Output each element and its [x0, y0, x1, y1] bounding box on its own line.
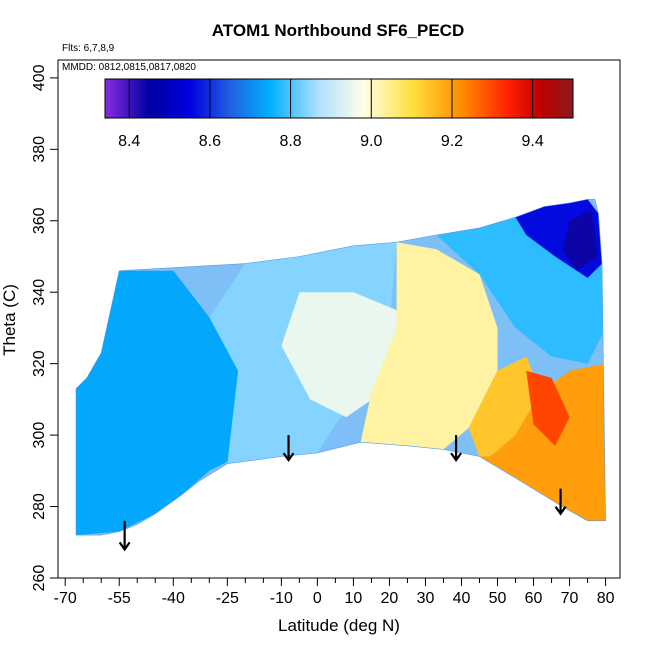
- x-tick-label: 30: [417, 590, 435, 607]
- y-tick-label: 360: [31, 207, 48, 234]
- heatmap-region: [468, 356, 541, 457]
- flight-arrow: [450, 435, 462, 463]
- y-tick-label: 380: [31, 136, 48, 163]
- x-tick-label: -40: [162, 590, 185, 607]
- heatmap-region: [562, 210, 599, 271]
- colorbar-gradient: [104, 78, 574, 119]
- x-tick-label: -70: [54, 590, 77, 607]
- flight-arrow: [554, 488, 567, 516]
- dates-subtitle: MMDD: 0812,0815,0817,0820: [62, 62, 196, 73]
- colorbar-tick-label: 9.2: [441, 133, 463, 150]
- y-axis-label: Theta (C): [0, 284, 19, 356]
- x-tick-label: 20: [381, 590, 399, 607]
- colorbar-tick-label: 8.8: [279, 133, 301, 150]
- x-axis-label: Latitude (deg N): [278, 616, 400, 635]
- x-tick-label: 10: [345, 590, 363, 607]
- x-tick-label: -10: [270, 590, 293, 607]
- x-tick-label: 0: [313, 590, 322, 607]
- x-tick-label: 40: [453, 590, 471, 607]
- flight-arrow: [118, 520, 131, 552]
- x-tick-label: 60: [525, 590, 543, 607]
- x-tick-label: 50: [489, 590, 507, 607]
- flight-arrows: [118, 435, 567, 552]
- x-axis: -70 -55 -40 -25 -10 0 10 20 30 40 50 60 70 80: [54, 577, 620, 607]
- y-tick-label: 320: [31, 350, 48, 377]
- y-tick-label: 340: [31, 279, 48, 306]
- heatmap-region: [76, 270, 253, 536]
- x-tick-label: -25: [216, 590, 239, 607]
- data-outline: [75, 199, 606, 536]
- chart-title: ATOM1 Northbound SF6_PECD: [212, 21, 465, 40]
- flights-subtitle: Flts: 6,7,8,9: [62, 43, 115, 54]
- y-tick-label: 300: [31, 422, 48, 449]
- heatmap-regions: [76, 199, 606, 536]
- colorbar-tick-label: 8.4: [118, 133, 140, 150]
- colorbar-tick-label: 8.6: [199, 133, 221, 150]
- y-tick-label: 400: [31, 64, 48, 91]
- colorbar: 8.4 8.6 8.8 9.0 9.2 9.4: [104, 78, 574, 150]
- y-tick-label: 280: [31, 493, 48, 520]
- x-tick-label: 80: [597, 590, 615, 607]
- x-tick-label: -55: [108, 590, 131, 607]
- heatmap-region: [526, 370, 570, 446]
- flight-arrow: [282, 435, 295, 463]
- colorbar-tick-label: 9.4: [522, 133, 544, 150]
- heatmap-region: [360, 242, 498, 450]
- y-axis: 260 280 300 320 340 360 380 400: [31, 64, 58, 591]
- colorbar-tick-label: 9.0: [360, 133, 382, 150]
- x-tick-label: 70: [561, 590, 579, 607]
- colorbar-ticks: 8.4 8.6 8.8 9.0 9.2 9.4: [118, 79, 544, 150]
- heatmap-region: [479, 363, 606, 521]
- y-tick-label: 260: [31, 565, 48, 592]
